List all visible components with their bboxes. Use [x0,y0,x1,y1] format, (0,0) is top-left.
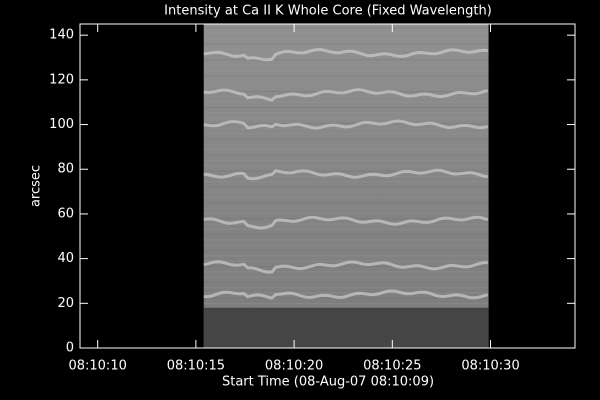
chart-title: Intensity at Ca II K Whole Core (Fixed W… [164,4,492,19]
x-tick-label: 08:10:10 [68,359,126,374]
bright-band [203,88,489,102]
x-tick-label: 08:10:30 [461,359,519,374]
y-tick-label: 60 [57,206,74,221]
y-tick-label: 20 [57,296,74,311]
image [203,24,489,348]
x-tick-label: 08:10:25 [363,359,421,374]
x-tick-label: 08:10:20 [265,359,323,374]
bright-band [203,119,489,130]
x-tick-label: 08:10:15 [167,359,225,374]
bright-band [203,168,489,181]
y-tick-label: 40 [57,251,74,266]
y-tick-label: 0 [66,341,74,356]
bright-band [203,260,488,274]
y-tick-label: 80 [57,162,74,177]
image-layer [203,24,489,348]
y-axis-label: arcsec [29,165,44,207]
bright-band [203,289,489,300]
y-tick-label: 120 [49,72,74,87]
image-floor [203,307,489,348]
plot-frame [79,23,576,349]
x-axis-label: Start Time (08-Aug-07 08:10:09) [222,375,434,390]
bright-band [203,215,489,230]
y-tick-label: 140 [49,28,74,43]
bright-band [203,47,488,62]
y-tick-label: 100 [49,117,74,132]
